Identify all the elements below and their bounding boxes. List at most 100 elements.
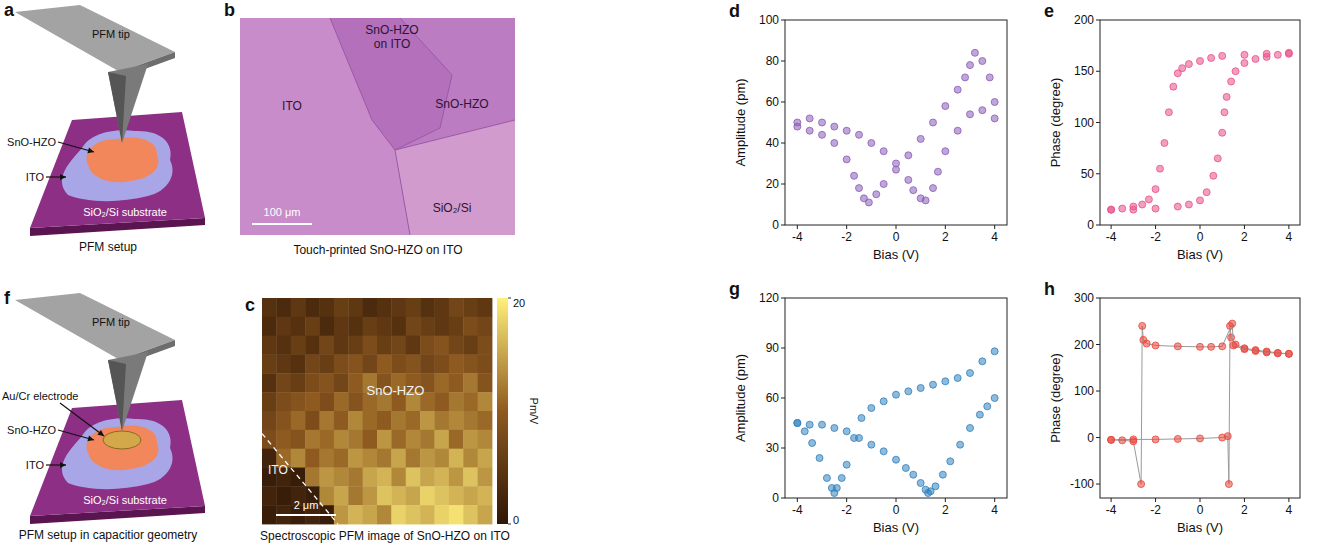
tick [994, 225, 995, 229]
tick-label: 30 [766, 441, 780, 455]
tick [1200, 225, 1201, 229]
cell [320, 411, 335, 430]
cell [463, 336, 478, 355]
point [942, 103, 949, 110]
cell [449, 317, 464, 336]
axis-title: Bias (V) [1177, 247, 1223, 262]
cell [377, 411, 392, 430]
cell [363, 355, 378, 374]
tick-label: 0 [1087, 431, 1094, 445]
cell [377, 298, 392, 317]
point [794, 420, 801, 427]
point [1174, 343, 1181, 350]
cell [449, 449, 464, 468]
tick [1096, 122, 1100, 123]
tick [1288, 498, 1289, 502]
point [1152, 205, 1159, 212]
cell [435, 449, 450, 468]
cell [363, 298, 378, 317]
connector [1111, 324, 1289, 484]
cell [478, 505, 493, 524]
point [806, 421, 813, 428]
substrate [30, 400, 205, 516]
point [1152, 436, 1159, 443]
cell [420, 355, 435, 374]
ito-layer [62, 130, 173, 201]
panel-letter: a [4, 0, 15, 20]
tick-label: 0 [1197, 503, 1204, 517]
point [1263, 50, 1270, 57]
cell [262, 298, 277, 317]
film-layer [87, 425, 159, 470]
point [917, 195, 924, 202]
tick [781, 143, 785, 144]
schematic: Au/Cr electrodePFM tipSnO-HZOITOSiO₂/Si … [2, 293, 205, 542]
tick-label: 4 [991, 230, 998, 244]
point [1174, 203, 1181, 210]
point [984, 403, 991, 410]
tick-label: 200 [1074, 338, 1094, 352]
cell [291, 355, 306, 374]
boundary [330, 18, 410, 235]
cell [449, 355, 464, 374]
point [947, 458, 954, 465]
point [858, 415, 865, 422]
boundary [395, 18, 515, 150]
cell [391, 355, 406, 374]
cell [420, 430, 435, 449]
cell [478, 430, 493, 449]
point [794, 420, 801, 427]
tick [1244, 225, 1245, 229]
axis-title: Phase (degree) [1048, 78, 1063, 168]
point [1119, 437, 1126, 444]
point [1285, 49, 1292, 56]
panel-letter: b [224, 0, 235, 20]
cell [334, 468, 349, 487]
point [1241, 60, 1248, 67]
cell [348, 317, 363, 336]
point [917, 480, 924, 487]
tick [781, 20, 785, 21]
label: 2 μm [294, 499, 319, 511]
cell [334, 392, 349, 411]
cell [363, 449, 378, 468]
cell [320, 336, 335, 355]
cell [391, 411, 406, 430]
panel-letter: c [245, 295, 255, 315]
point [819, 421, 826, 428]
cell [478, 486, 493, 505]
tick-label: 0 [772, 218, 779, 232]
tick-label: 0 [893, 230, 900, 244]
point [1223, 93, 1230, 100]
cell [391, 468, 406, 487]
tick-label: -4 [792, 230, 803, 244]
tick [1096, 391, 1100, 392]
scale-bar [276, 514, 336, 516]
cell [478, 298, 493, 317]
tick-label: 0 [772, 491, 779, 505]
cell [262, 430, 277, 449]
overlap-region [330, 18, 452, 150]
point [905, 152, 912, 159]
point [1241, 346, 1248, 353]
tick [781, 102, 785, 103]
cell [406, 411, 421, 430]
cell [348, 298, 363, 317]
cell [291, 430, 306, 449]
cell [262, 486, 277, 505]
cell [478, 468, 493, 487]
point [979, 58, 986, 65]
cell [449, 336, 464, 355]
point [893, 160, 900, 167]
point [1139, 201, 1146, 208]
cell [305, 411, 320, 430]
cell [334, 505, 349, 524]
point [922, 486, 929, 493]
cell [478, 317, 493, 336]
point [1228, 334, 1235, 341]
cell [276, 486, 291, 505]
panel-letter: d [729, 1, 740, 21]
cell [435, 392, 450, 411]
point [979, 107, 986, 114]
cell [262, 505, 277, 524]
